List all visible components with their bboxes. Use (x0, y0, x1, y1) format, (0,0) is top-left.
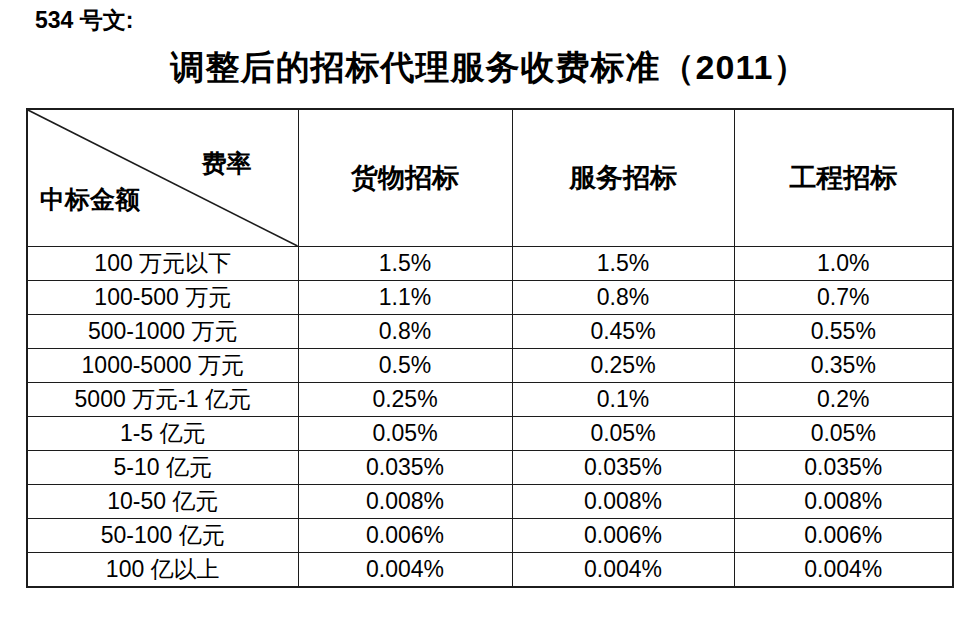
fee-table-body: 100 万元以下1.5%1.5%1.0%100-500 万元1.1%0.8%0.… (27, 247, 953, 588)
rate-value-cell: 0.8% (298, 315, 512, 349)
rate-value-cell: 1.5% (298, 247, 512, 281)
amount-range-cell: 5000 万元-1 亿元 (27, 383, 298, 417)
rate-value-cell: 0.008% (298, 485, 512, 519)
amount-range-cell: 5-10 亿元 (27, 451, 298, 485)
doc-number-label: 534 号文: (35, 5, 133, 36)
rate-value-cell: 0.035% (298, 451, 512, 485)
rate-value-cell: 0.05% (734, 417, 953, 451)
rate-value-cell: 0.035% (512, 451, 734, 485)
fee-table: 费率 中标金额 货物招标 服务招标 工程招标 100 万元以下1.5%1.5%1… (26, 108, 954, 588)
rate-value-cell: 0.008% (512, 485, 734, 519)
column-header-engineering-bidding: 工程招标 (734, 109, 953, 247)
rate-value-cell: 0.004% (298, 553, 512, 588)
amount-range-cell: 100 亿以上 (27, 553, 298, 588)
rate-value-cell: 0.8% (512, 281, 734, 315)
amount-range-cell: 1000-5000 万元 (27, 349, 298, 383)
diagonal-divider-line (28, 110, 298, 246)
rate-value-cell: 0.25% (298, 383, 512, 417)
rate-value-cell: 0.006% (298, 519, 512, 553)
rate-value-cell: 0.25% (512, 349, 734, 383)
rate-value-cell: 0.006% (512, 519, 734, 553)
amount-range-cell: 500-1000 万元 (27, 315, 298, 349)
rate-value-cell: 0.05% (298, 417, 512, 451)
table-row: 100-500 万元1.1%0.8%0.7% (27, 281, 953, 315)
table-row: 100 亿以上0.004%0.004%0.004% (27, 553, 953, 588)
rate-value-cell: 1.0% (734, 247, 953, 281)
rate-value-cell: 0.004% (512, 553, 734, 588)
corner-label-amount: 中标金额 (40, 183, 140, 216)
rate-value-cell: 0.05% (512, 417, 734, 451)
rate-value-cell: 0.004% (734, 553, 953, 588)
amount-range-cell: 50-100 亿元 (27, 519, 298, 553)
rate-value-cell: 0.008% (734, 485, 953, 519)
rate-value-cell: 0.5% (298, 349, 512, 383)
corner-label-rate: 费率 (202, 147, 252, 180)
table-row: 10-50 亿元0.008%0.008%0.008% (27, 485, 953, 519)
table-row: 1000-5000 万元0.5%0.25%0.35% (27, 349, 953, 383)
rate-value-cell: 0.35% (734, 349, 953, 383)
amount-range-cell: 100 万元以下 (27, 247, 298, 281)
rate-value-cell: 0.035% (734, 451, 953, 485)
column-header-goods-bidding: 货物招标 (298, 109, 512, 247)
rate-value-cell: 0.1% (512, 383, 734, 417)
table-row: 100 万元以下1.5%1.5%1.0% (27, 247, 953, 281)
amount-range-cell: 100-500 万元 (27, 281, 298, 315)
rate-value-cell: 1.1% (298, 281, 512, 315)
table-row: 5000 万元-1 亿元0.25%0.1%0.2% (27, 383, 953, 417)
amount-range-cell: 10-50 亿元 (27, 485, 298, 519)
rate-value-cell: 0.006% (734, 519, 953, 553)
page-title: 调整后的招标代理服务收费标准（2011） (0, 45, 979, 91)
corner-header-cell: 费率 中标金额 (27, 109, 298, 247)
table-row: 1-5 亿元0.05%0.05%0.05% (27, 417, 953, 451)
rate-value-cell: 1.5% (512, 247, 734, 281)
amount-range-cell: 1-5 亿元 (27, 417, 298, 451)
rate-value-cell: 0.7% (734, 281, 953, 315)
column-header-service-bidding: 服务招标 (512, 109, 734, 247)
rate-value-cell: 0.2% (734, 383, 953, 417)
header-row: 费率 中标金额 货物招标 服务招标 工程招标 (27, 109, 953, 247)
table-row: 500-1000 万元0.8%0.45%0.55% (27, 315, 953, 349)
rate-value-cell: 0.55% (734, 315, 953, 349)
rate-value-cell: 0.45% (512, 315, 734, 349)
table-row: 5-10 亿元0.035%0.035%0.035% (27, 451, 953, 485)
table-row: 50-100 亿元0.006%0.006%0.006% (27, 519, 953, 553)
